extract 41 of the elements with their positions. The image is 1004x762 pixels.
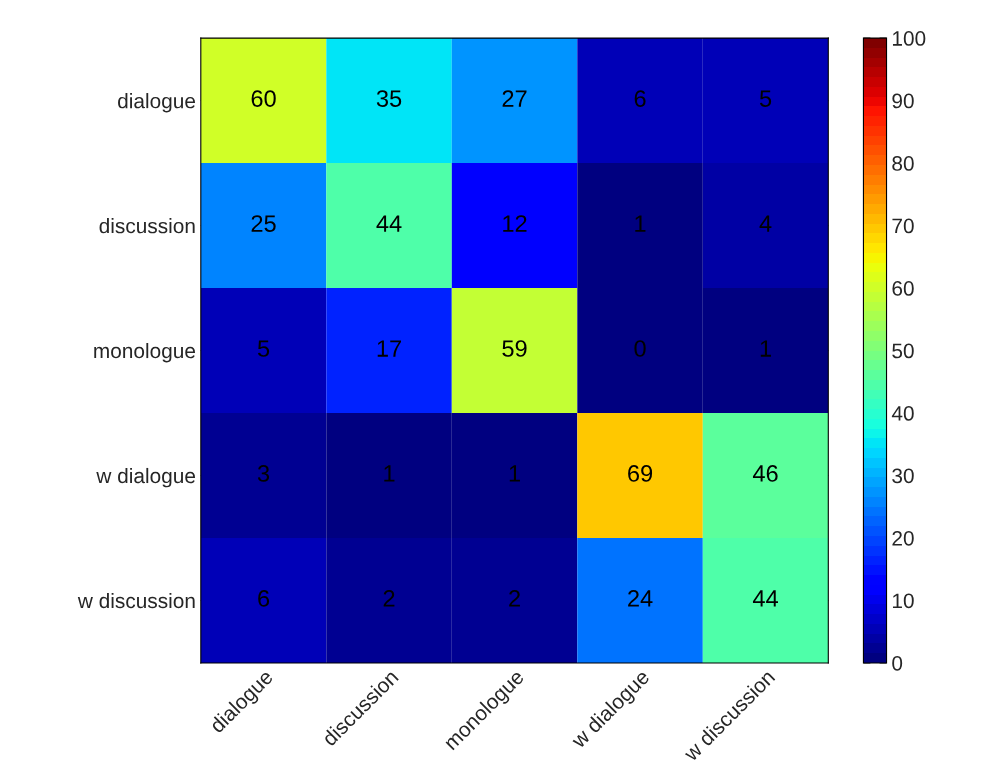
color-bar-label: 50	[892, 343, 914, 359]
data-label: 1	[760, 340, 771, 357]
data-label: 1	[384, 465, 395, 482]
y-tick-label: discussion	[99, 218, 195, 234]
data-label: 3	[257, 465, 270, 482]
color-bar-label: 80	[892, 156, 914, 171]
y-tick-label: w dialogue	[96, 467, 196, 488]
data-label: 5	[759, 90, 772, 107]
data-label: 46	[752, 465, 778, 482]
data-label: 12	[503, 215, 527, 232]
data-label: 25	[251, 215, 276, 232]
data-label: 44	[752, 590, 778, 607]
data-label: 60	[251, 90, 276, 107]
data-label: 27	[502, 90, 527, 107]
data-label: 35	[376, 90, 402, 107]
color-bar-label: 0	[892, 655, 903, 671]
data-label: 24	[628, 590, 653, 607]
data-label: 1	[509, 465, 520, 482]
color-bar-label: 10	[892, 593, 914, 609]
data-label: 59	[502, 340, 527, 357]
data-label: 2	[383, 590, 395, 607]
color-bar-label: 20	[892, 530, 914, 546]
color-bar-label: 40	[891, 406, 914, 421]
data-label: 44	[376, 215, 402, 232]
y-tick-label: monologue	[94, 342, 196, 363]
color-bar-label: 60	[892, 281, 914, 296]
color-bar-label: 90	[892, 93, 914, 109]
color-bar-label: 100	[892, 31, 926, 46]
data-label: 6	[634, 90, 646, 107]
y-tick-label: w discussion	[77, 592, 195, 609]
data-label: 17	[377, 340, 401, 357]
data-label: 6	[258, 590, 270, 607]
color-bar-label: 30	[892, 468, 914, 484]
data-label: 4	[759, 215, 772, 232]
data-label: 0	[634, 340, 646, 357]
data-label: 5	[257, 340, 270, 357]
data-label: 1	[635, 215, 646, 232]
data-label: 69	[628, 465, 653, 482]
y-tick-label: dialogue	[118, 93, 196, 113]
color-bar-label: 70	[892, 218, 914, 234]
data-label: 2	[509, 590, 520, 607]
